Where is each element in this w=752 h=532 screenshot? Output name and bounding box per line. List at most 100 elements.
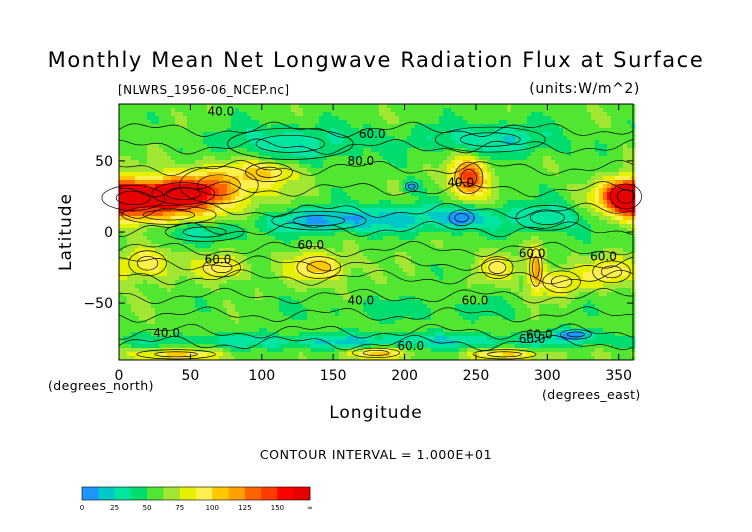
heatmap-cell [451,224,456,229]
heatmap-cell [595,116,600,121]
heatmap-cell [347,208,352,213]
heatmap-cell [531,236,536,241]
heatmap-cell [143,208,148,213]
heatmap-cell [319,116,324,121]
heatmap-cell [515,124,520,129]
heatmap-cell [531,164,536,169]
heatmap-cell [395,132,400,137]
heatmap-cell [375,184,380,189]
heatmap-cell [275,216,280,221]
heatmap-cell [491,184,496,189]
heatmap-cell [611,104,616,109]
heatmap-cell [119,160,124,165]
heatmap-cell [171,156,176,161]
heatmap-cell [543,200,548,205]
heatmap-cell [563,168,568,173]
heatmap-cell [227,148,232,153]
heatmap-cell [231,252,236,257]
heatmap-cell [143,120,148,125]
heatmap-cell [223,128,228,133]
heatmap-cell [291,184,296,189]
heatmap-cell [447,240,452,245]
heatmap-cell [303,152,308,157]
heatmap-cell [339,108,344,113]
heatmap-cell [175,164,180,169]
heatmap-cell [487,196,492,201]
heatmap-cell [555,184,560,189]
heatmap-cell [171,176,176,181]
heatmap-cell [311,212,316,217]
heatmap-cell [331,256,336,261]
heatmap-cell [415,184,420,189]
heatmap-cell [151,112,156,117]
heatmap-cell [327,112,332,117]
heatmap-cell [623,228,628,233]
heatmap-cell [367,172,372,177]
heatmap-cell [627,172,632,177]
heatmap-cell [467,148,472,153]
heatmap-cell [559,196,564,201]
heatmap-cell [331,220,336,225]
heatmap-cell [467,168,472,173]
heatmap-cell [343,220,348,225]
heatmap-cell [487,112,492,117]
heatmap-cell [439,168,444,173]
heatmap-cell [227,196,232,201]
heatmap-cell [579,192,584,197]
heatmap-cell [531,160,536,165]
heatmap-cell [319,236,324,241]
heatmap-cell [475,240,480,245]
heatmap-cell [515,240,520,245]
heatmap-cell [499,116,504,121]
heatmap-cell [495,196,500,201]
heatmap-cell [403,112,408,117]
heatmap-cell [247,196,252,201]
heatmap-cell [367,164,372,169]
heatmap-cell [603,228,608,233]
heatmap-cell [471,120,476,125]
heatmap-cell [595,120,600,125]
heatmap-cell [183,240,188,245]
heatmap-cell [371,148,376,153]
heatmap-cell [123,204,128,209]
heatmap-cell [579,216,584,221]
heatmap-cell [563,184,568,189]
heatmap-cell [615,212,620,217]
heatmap-cell [447,228,452,233]
heatmap-cell [363,168,368,173]
heatmap-cell [279,116,284,121]
heatmap-cell [435,180,440,185]
heatmap-cell [411,176,416,181]
heatmap-cell [571,232,576,237]
heatmap-cell [303,228,308,233]
heatmap-cell [179,132,184,137]
heatmap-cell [327,136,332,141]
heatmap-cell [195,152,200,157]
heatmap-cell [171,172,176,177]
heatmap-cell [611,180,616,185]
heatmap-cell [551,120,556,125]
heatmap-cell [559,208,564,213]
heatmap-cell [371,132,376,137]
heatmap-cell [419,116,424,121]
heatmap-cell [523,208,528,213]
heatmap-cell [447,156,452,161]
heatmap-cell [567,104,572,109]
heatmap-cell [439,232,444,237]
heatmap-cell [543,112,548,117]
heatmap-cell [459,188,464,193]
heatmap-cell [231,200,236,205]
heatmap-cell [451,168,456,173]
heatmap-cell [371,196,376,201]
heatmap-cell [151,252,156,257]
heatmap-cell [239,160,244,165]
heatmap-cell [459,164,464,169]
heatmap-cell [351,172,356,177]
heatmap-cell [483,200,488,205]
heatmap-cell [515,184,520,189]
heatmap-cell [239,104,244,109]
heatmap-cell [419,240,424,245]
heatmap-cell [171,160,176,165]
heatmap-cell [359,204,364,209]
heatmap-cell [455,176,460,181]
